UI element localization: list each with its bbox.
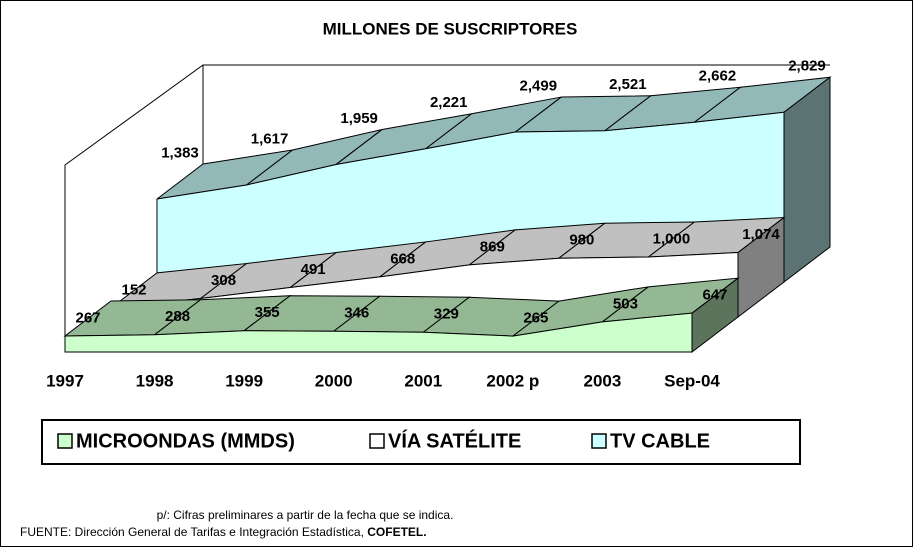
data-label: 265 [523,310,548,327]
data-label: 2,662 [699,68,737,85]
legend-swatch [591,433,607,449]
data-label: 668 [390,250,415,267]
x-tick-label: 2001 [404,371,442,390]
data-label: 308 [211,272,236,289]
x-tick-label: 1998 [136,371,174,390]
data-label: 869 [480,238,505,255]
data-label: 1,383 [161,144,199,161]
data-label: 267 [75,309,100,326]
data-label: 2,221 [430,94,468,111]
data-label: 1,617 [251,130,289,147]
x-tick-label: 2003 [584,371,622,390]
legend-label: TV CABLE [610,430,710,452]
data-label: 1,000 [653,230,691,247]
data-label: 980 [569,232,594,249]
legend [41,419,801,465]
x-tick-label: 1999 [225,371,263,390]
footnote: p/: Cifras preliminares a partir de la f… [157,508,454,522]
legend-label: MICROONDAS (MMDS) [76,430,295,452]
x-tick-label: 2002 p [486,371,539,390]
front-face [64,312,693,353]
x-tick-label: Sep-04 [664,371,720,390]
data-label: 1,959 [340,110,378,127]
legend-swatch [57,433,73,449]
data-label: 647 [702,287,727,304]
data-label: 503 [613,295,638,312]
data-label: 355 [255,304,280,321]
data-label: 152 [121,281,146,298]
legend-items: MICROONDAS (MMDS) VÍA SATÉLITE TV CABLE [57,429,710,452]
source: FUENTE: Dirección General de Tarifas e I… [20,525,427,539]
data-label: 329 [434,306,459,323]
legend-label: VÍA SATÉLITE [388,429,521,452]
source-text: FUENTE: Dirección General de Tarifas e I… [20,525,367,539]
x-tick-label: 1997 [46,371,84,390]
data-label: 491 [301,261,326,278]
data-label: 2,829 [788,58,826,75]
legend-swatch [369,433,385,449]
data-label: 346 [344,305,369,322]
data-label: 2,521 [609,76,647,93]
side-face [783,76,831,284]
plot: 267 288 355 346 329 265 503 647 152 308 491 668 869 9… [63,58,832,354]
data-label: 288 [165,308,190,325]
chart-title: MILLONES DE SUSCRIPTORES [323,19,578,38]
data-label: 2,499 [520,78,558,95]
x-tick-label: 2000 [315,371,353,390]
data-label: 1,074 [742,226,780,243]
source-bold: COFETEL. [367,525,426,539]
